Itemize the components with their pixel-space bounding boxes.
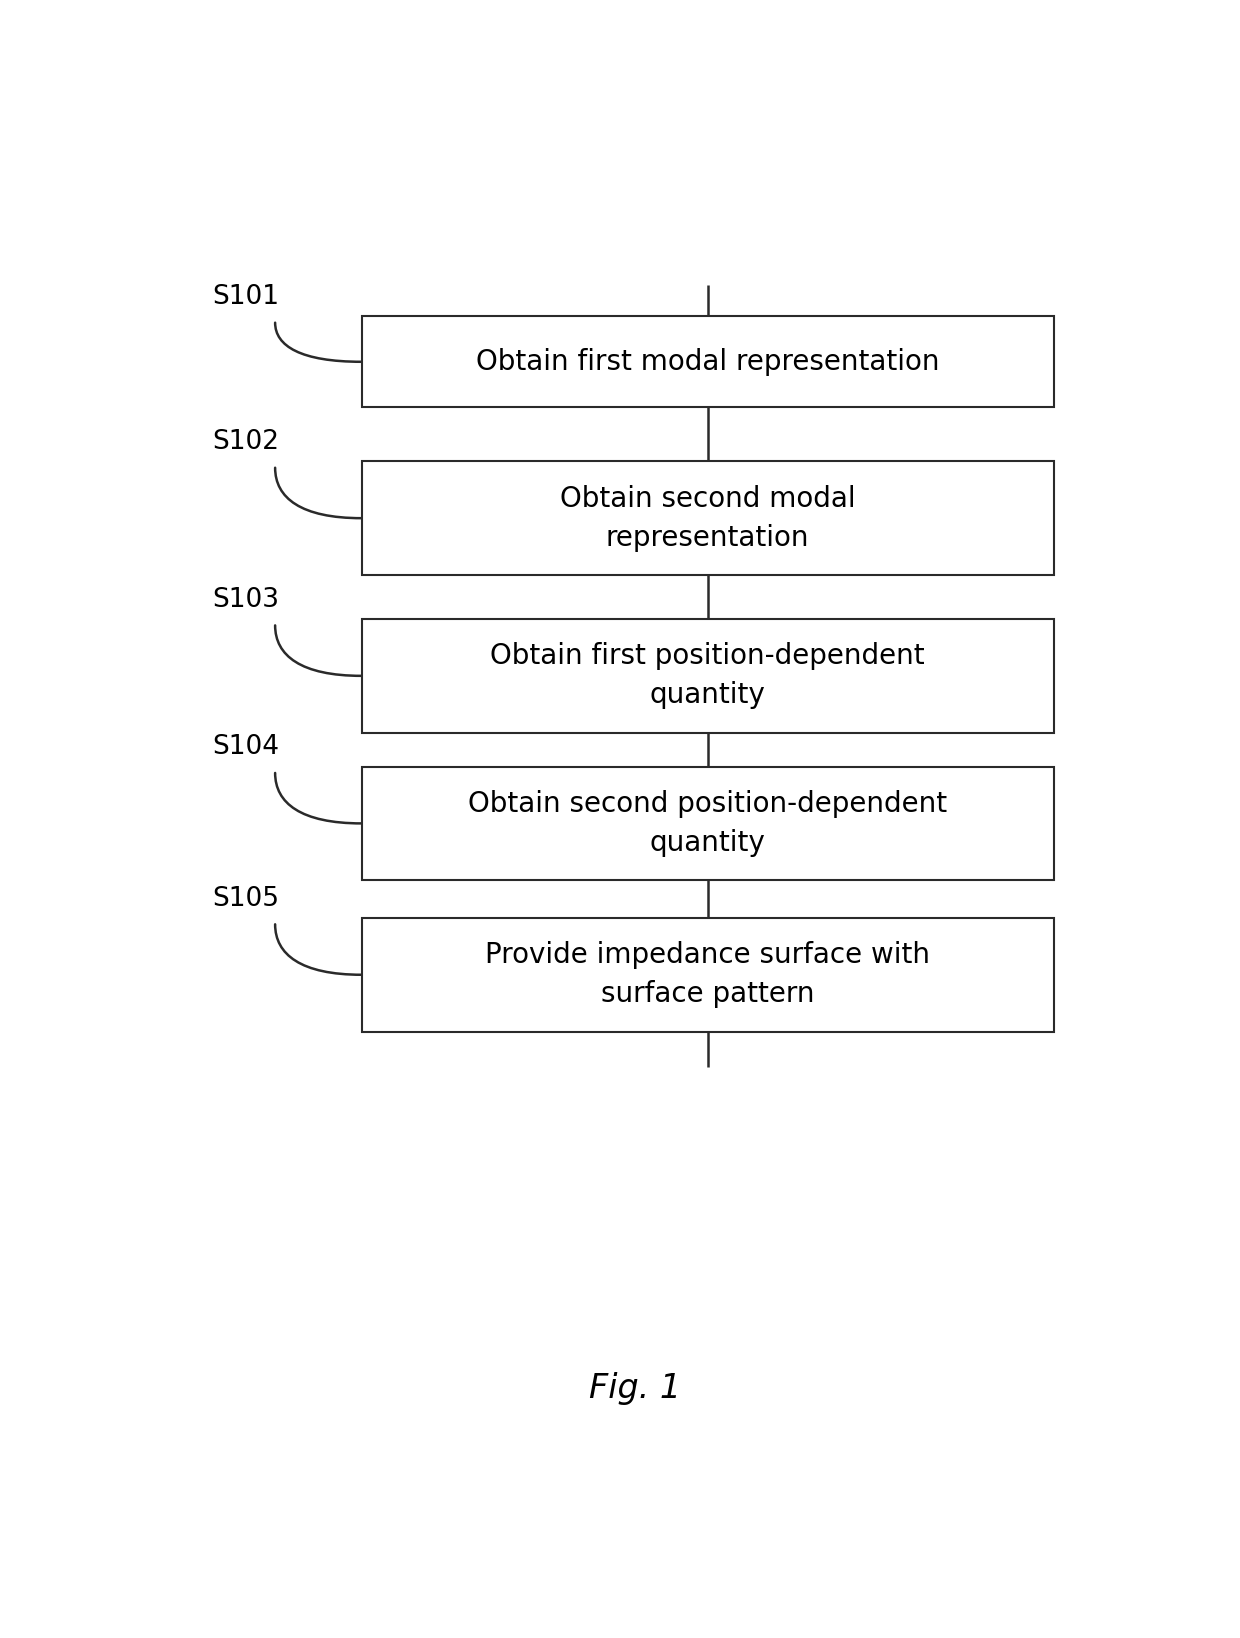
Text: S102: S102 (213, 429, 280, 455)
Text: S103: S103 (213, 586, 280, 613)
Text: Obtain first position-dependent
quantity: Obtain first position-dependent quantity (490, 642, 925, 709)
Text: S105: S105 (213, 886, 280, 912)
Text: Obtain second position-dependent
quantity: Obtain second position-dependent quantit… (467, 790, 947, 857)
Bar (362, 462, 1054, 575)
Text: Fig. 1: Fig. 1 (589, 1373, 682, 1405)
Bar (362, 917, 1054, 1032)
Bar (362, 767, 1054, 880)
Text: S104: S104 (213, 734, 280, 760)
Text: S101: S101 (213, 283, 280, 310)
Text: Obtain second modal
representation: Obtain second modal representation (559, 485, 856, 552)
Text: Obtain first modal representation: Obtain first modal representation (476, 347, 940, 375)
Text: Provide impedance surface with
surface pattern: Provide impedance surface with surface p… (485, 942, 930, 1009)
Bar (362, 619, 1054, 732)
Bar (362, 316, 1054, 408)
